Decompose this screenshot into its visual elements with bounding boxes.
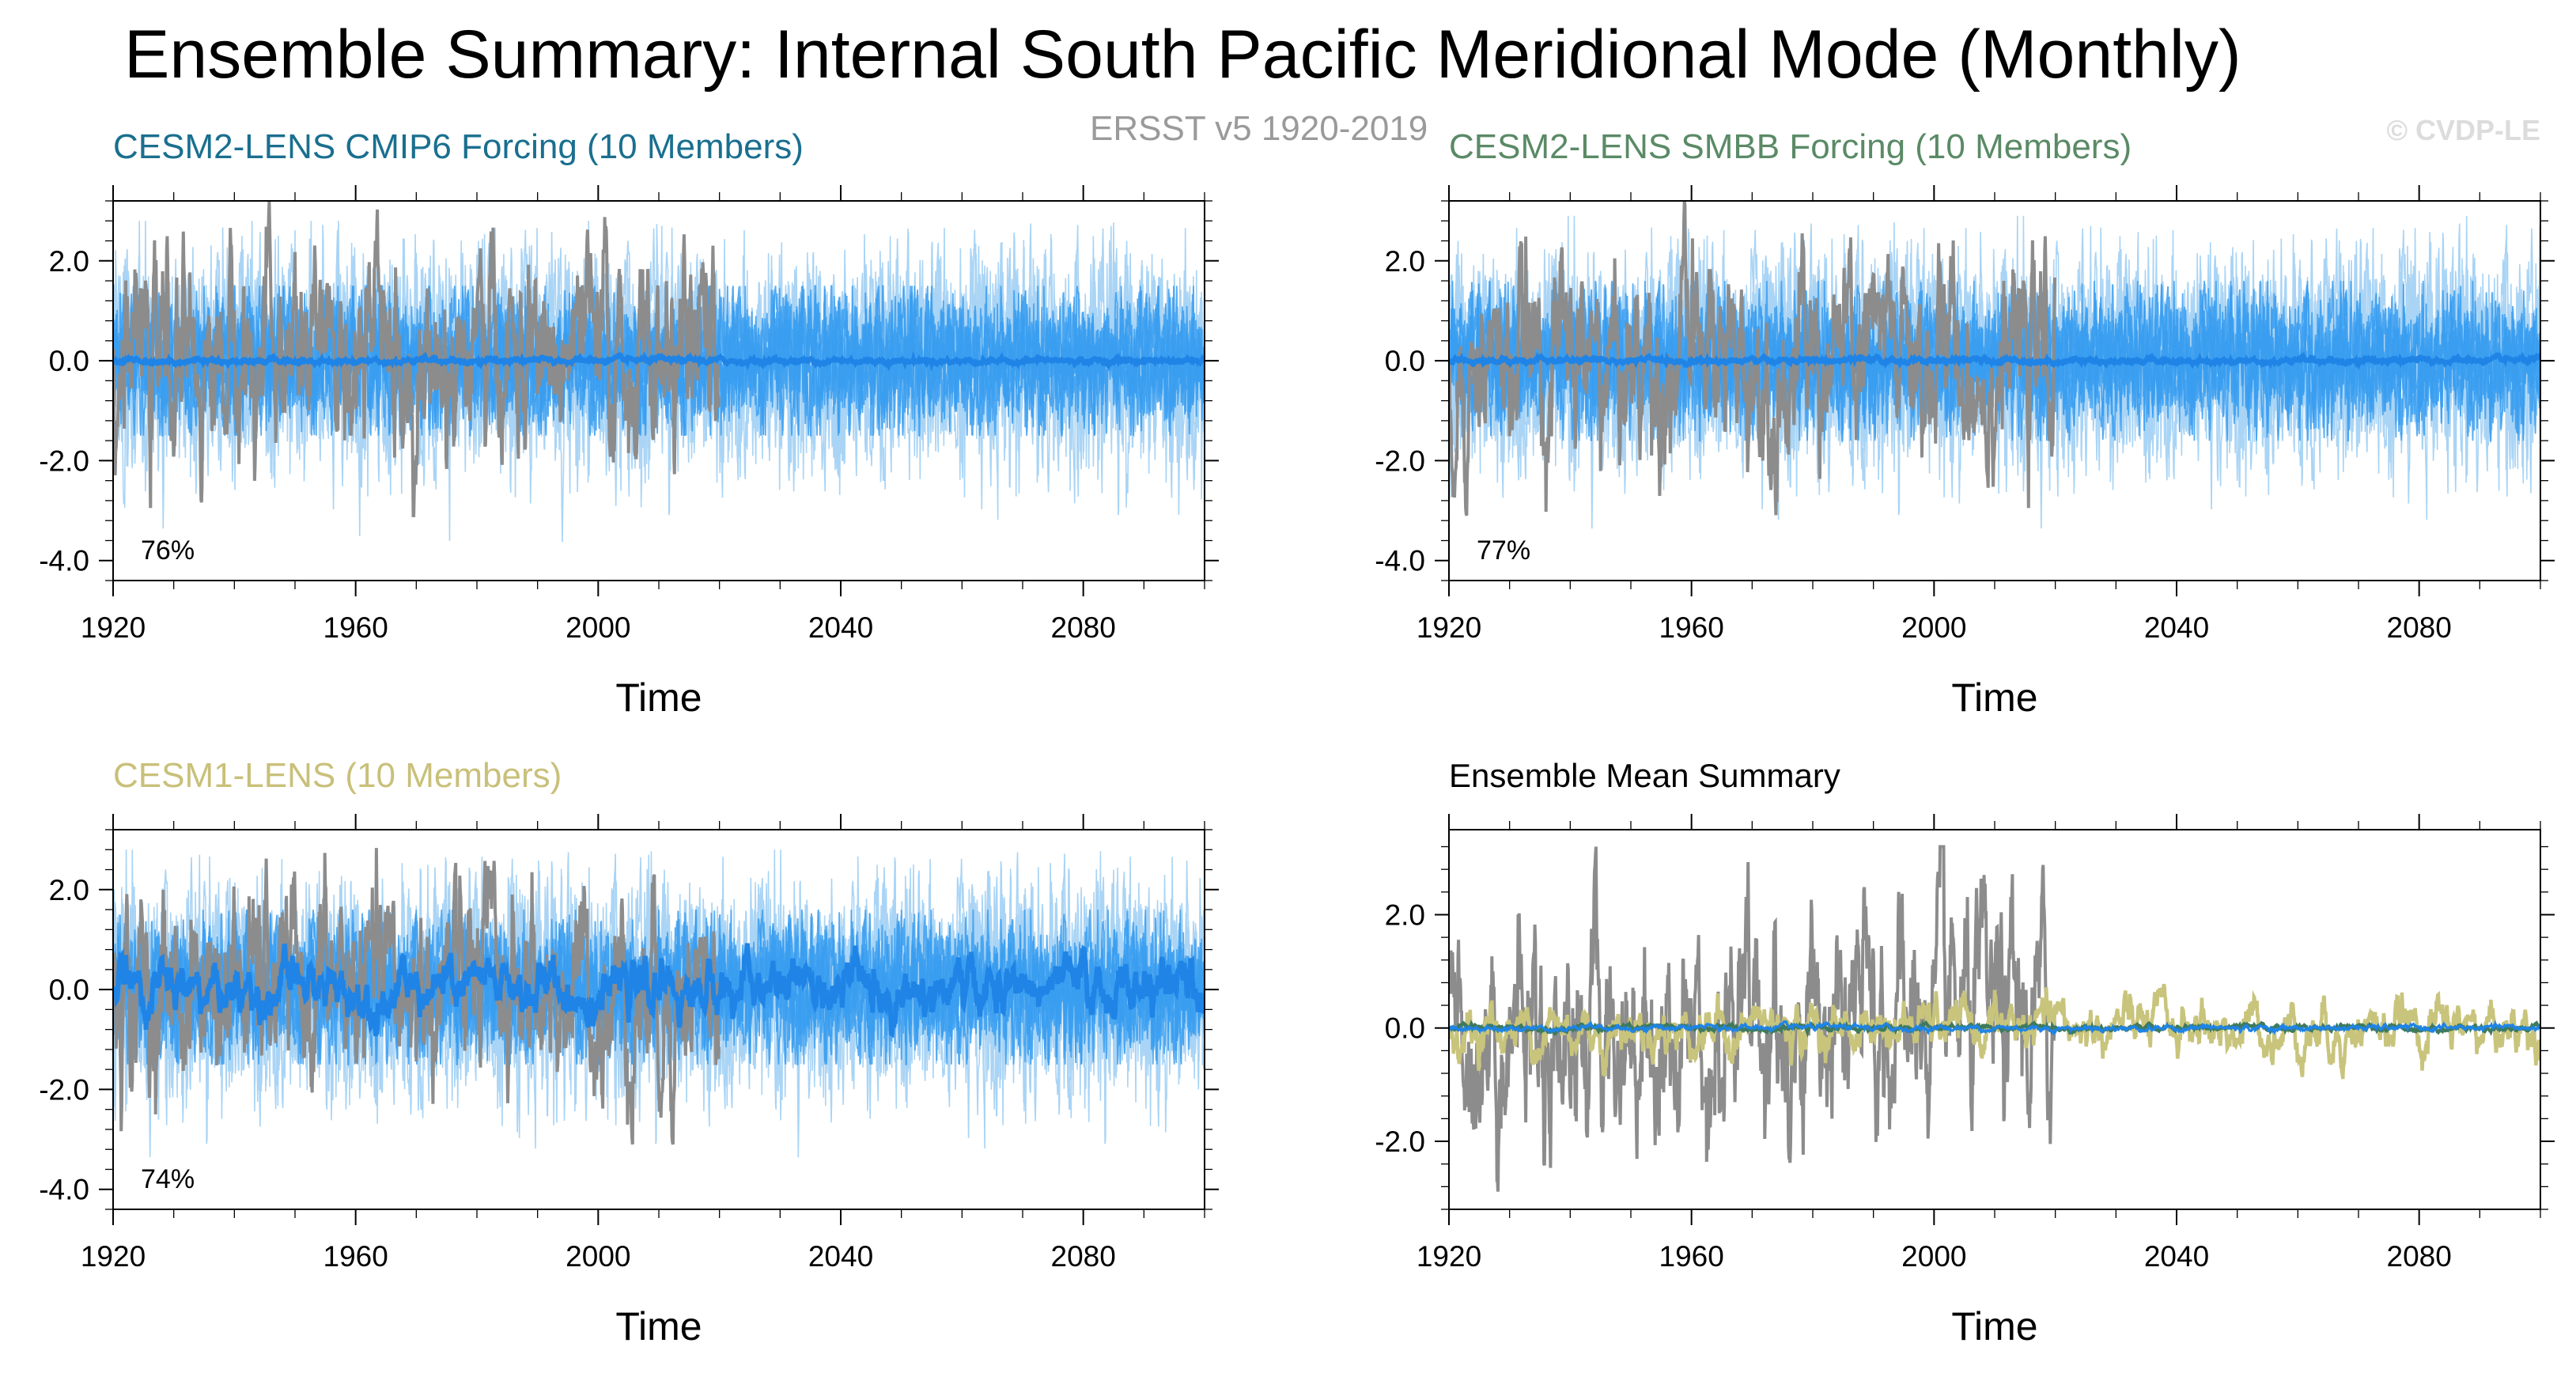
x-tick-label: 2080 <box>1051 1240 1116 1273</box>
panel-title: CESM2-LENS SMBB Forcing (10 Members) <box>1449 127 2132 166</box>
observed-series-line <box>113 201 721 517</box>
ensemble-mean-line <box>1449 351 2540 370</box>
x-tick-label: 2040 <box>2144 611 2209 644</box>
x-axis-label: Time <box>615 675 702 720</box>
x-tick-label: 1920 <box>1417 611 1481 644</box>
x-tick-label: 1960 <box>1659 611 1724 644</box>
ensemble-mean-line <box>113 943 1205 1038</box>
ensemble-mean-line <box>113 350 1205 373</box>
plot-area <box>1449 201 2540 529</box>
correlation-label: 74% <box>141 1164 195 1194</box>
y-tick-label: 2.0 <box>1385 245 1425 278</box>
x-axis-label: Time <box>1951 1304 2037 1349</box>
x-tick-label: 1920 <box>1417 1240 1481 1273</box>
y-tick-label: 0.0 <box>49 974 89 1006</box>
panel-cesm1: CESM1-LENS (10 Members) -4.0 -2.0 0.0 2.0 192… <box>39 756 1219 1349</box>
plot-area <box>113 201 1205 543</box>
y-tick-label: 2.0 <box>49 874 89 906</box>
figure-title: Ensemble Summary: Internal South Pacific… <box>124 17 2241 93</box>
y-tick-label: 0.0 <box>49 345 89 377</box>
x-tick-label: 2040 <box>2144 1240 2209 1273</box>
y-tick-label: 2.0 <box>49 245 89 278</box>
x-tick-label: 1920 <box>81 1240 146 1273</box>
credit-watermark: © CVDP-LE <box>2386 114 2540 146</box>
x-tick-label: 2000 <box>566 1240 630 1273</box>
x-tick-label: 1960 <box>323 611 388 644</box>
x-tick-label: 1920 <box>81 611 146 644</box>
observed-series-line <box>1449 201 2056 516</box>
x-tick-label: 2000 <box>1901 611 1966 644</box>
cmip6-mean-line <box>1449 1020 2540 1037</box>
plot-area <box>1449 845 2540 1192</box>
x-tick-label: 1960 <box>323 1240 388 1273</box>
x-tick-label: 2080 <box>1051 611 1116 644</box>
panel-cmip6: CESM2-LENS CMIP6 Forcing (10 Members) -4.… <box>39 127 1219 720</box>
panel-ensemble-mean-summary: Ensemble Mean Summary -2.0 0.0 2.0 1920 1960 2… <box>1375 757 2555 1349</box>
observation-label: ERSST v5 1920-2019 <box>1090 109 1428 148</box>
y-tick-label: -4.0 <box>39 545 89 577</box>
y-tick-label: 2.0 <box>1385 898 1425 931</box>
x-tick-label: 2040 <box>808 611 873 644</box>
x-tick-label: 2080 <box>2387 1240 2452 1273</box>
y-tick-label: -2.0 <box>1375 1125 1425 1158</box>
panel-title: CESM1-LENS (10 Members) <box>113 756 562 795</box>
y-tick-label: -4.0 <box>39 1174 89 1206</box>
plot-area <box>113 848 1205 1158</box>
y-tick-label: 0.0 <box>1385 1012 1425 1045</box>
y-tick-label: -4.0 <box>1375 545 1425 577</box>
panel-title: CESM2-LENS CMIP6 Forcing (10 Members) <box>113 127 804 166</box>
x-axis-label: Time <box>1951 675 2037 720</box>
panel-smbb: CESM2-LENS SMBB Forcing (10 Members) -4.0… <box>1375 127 2555 720</box>
x-tick-label: 2000 <box>566 611 630 644</box>
panel-title: Ensemble Mean Summary <box>1449 757 1840 794</box>
x-tick-label: 2000 <box>1901 1240 1966 1273</box>
y-tick-label: 0.0 <box>1385 345 1425 377</box>
x-axis-label: Time <box>615 1304 702 1349</box>
x-tick-label: 2080 <box>2387 611 2452 644</box>
observed-series-line <box>1449 845 2056 1192</box>
y-tick-label: -2.0 <box>1375 444 1425 477</box>
correlation-label: 76% <box>141 535 195 566</box>
observed-series-line <box>113 848 721 1145</box>
x-tick-label: 2040 <box>808 1240 873 1273</box>
y-tick-label: -2.0 <box>39 1073 89 1106</box>
correlation-label: 77% <box>1477 535 1530 566</box>
x-tick-label: 1960 <box>1659 1240 1724 1273</box>
y-tick-label: -2.0 <box>39 444 89 477</box>
